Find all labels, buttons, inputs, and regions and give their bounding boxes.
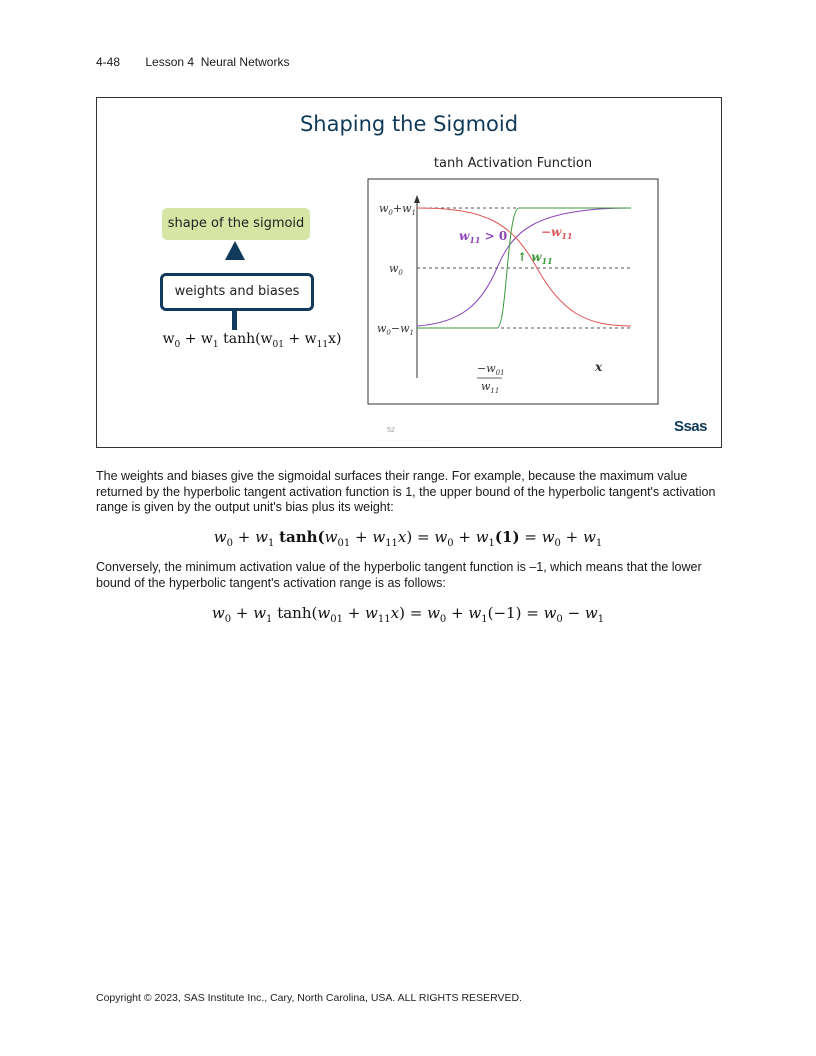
- paragraph-lower-bound: Conversely, the minimum activation value…: [96, 560, 702, 590]
- red-series-line: [416, 207, 632, 327]
- connector-line: [232, 308, 237, 330]
- green-series-line: [417, 207, 631, 329]
- weights-and-biases-box: weights and biases: [160, 273, 314, 311]
- slide-title: Shaping the Sigmoid: [299, 112, 519, 136]
- network-formula: w0 + w1 tanh(w01 + w11x): [162, 331, 342, 350]
- y-label-lower: w0−w1: [377, 322, 414, 337]
- copyright-footer: Copyright © 2023, SAS Institute Inc., Ca…: [96, 992, 522, 1004]
- equation-lower-bound: w0 + w1 tanh(w01 + w11x) = w0 + w1(−1) =…: [211, 604, 605, 625]
- annotation-w11-positive: w11 > 0: [459, 229, 507, 245]
- page-number: 4-48: [96, 55, 121, 69]
- lesson-title: Lesson 4 Neural Networks: [145, 55, 290, 69]
- slide-number: 52: [387, 427, 395, 434]
- equation-upper-bound: w0 + w1 tanh(w01 + w11x) = w0 + w1(1) = …: [213, 528, 603, 549]
- chart-title: tanh Activation Function: [433, 156, 593, 171]
- x-axis-label: x: [594, 360, 603, 374]
- chart-frame: [367, 178, 659, 405]
- paragraph-upper-bound: The weights and biases give the sigmoida…: [96, 469, 716, 514]
- page-header: 4-48 Lesson 4 Neural Networks: [96, 55, 289, 69]
- y-axis-arrow: [414, 195, 420, 203]
- y-label-upper: w0+w1: [379, 202, 416, 217]
- tanh-chart: w0+w1 w0 w0−w1 w11 > 0 −w11 ↑ w11 x −w01…: [367, 178, 659, 405]
- purple-series-line: [416, 207, 632, 327]
- slide-copyright: · · · · · · · · · · · · · · · · · · · · …: [377, 438, 437, 443]
- sas-logo: Ssas: [673, 418, 708, 435]
- shape-of-sigmoid-box: shape of the sigmoid: [162, 208, 310, 240]
- slide-figure: Shaping the Sigmoid tanh Activation Func…: [96, 97, 722, 448]
- up-arrow-icon: [225, 241, 245, 260]
